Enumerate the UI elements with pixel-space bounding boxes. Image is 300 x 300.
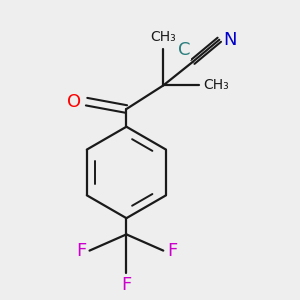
Text: F: F bbox=[167, 242, 177, 260]
Text: N: N bbox=[224, 31, 237, 49]
Text: CH₃: CH₃ bbox=[203, 78, 229, 92]
Text: CH₃: CH₃ bbox=[150, 30, 176, 44]
Text: F: F bbox=[121, 276, 131, 294]
Text: F: F bbox=[76, 242, 86, 260]
Text: O: O bbox=[67, 93, 81, 111]
Text: C: C bbox=[178, 41, 190, 59]
